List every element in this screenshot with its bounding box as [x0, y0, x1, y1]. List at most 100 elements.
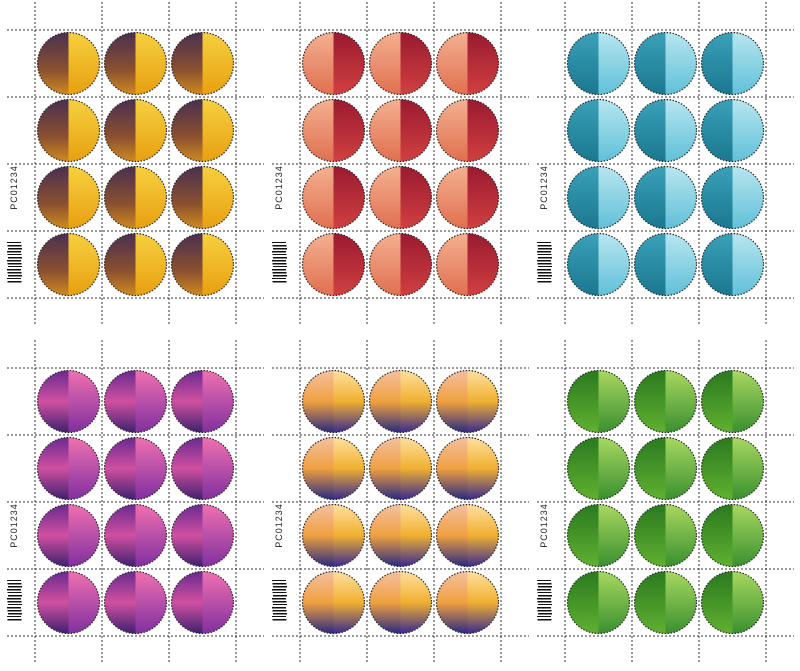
stamp-right — [665, 437, 697, 500]
stamp-right — [665, 504, 697, 567]
barcode-bar — [537, 589, 551, 591]
stamp — [103, 98, 168, 163]
barcode-bar — [7, 610, 22, 612]
stamp — [435, 165, 500, 230]
barcode-bar — [8, 595, 22, 597]
stamp-right — [202, 571, 234, 634]
barcode-bar — [272, 254, 287, 255]
stamp-left — [369, 166, 401, 229]
stamp-right — [732, 571, 764, 634]
stamp-right — [598, 571, 630, 634]
stamp-left — [369, 504, 401, 567]
stamp — [36, 165, 101, 230]
stamp-left — [171, 437, 203, 500]
stamp-left — [436, 233, 468, 296]
perforation — [301, 232, 366, 297]
stamp — [566, 98, 631, 163]
stamp — [435, 503, 500, 568]
stamp-left — [171, 571, 203, 634]
stamp — [170, 165, 235, 230]
stamp — [633, 570, 698, 635]
barcode-bar — [7, 260, 21, 262]
barcode-bar — [272, 589, 286, 591]
barcode-bar — [7, 583, 22, 585]
stamp-left — [37, 437, 69, 500]
perforation — [103, 369, 168, 434]
perforation — [700, 98, 765, 163]
stamp — [700, 165, 765, 230]
perforation — [633, 232, 698, 297]
perforation — [103, 232, 168, 297]
barcode-bar — [272, 263, 287, 265]
stamp-right — [598, 166, 630, 229]
barcode-bar — [7, 269, 21, 271]
stamp-right — [598, 504, 630, 567]
stamp-left — [104, 437, 136, 500]
stamp-right — [333, 32, 365, 95]
barcode-bar — [272, 607, 286, 609]
barcode-bar — [7, 580, 21, 581]
stamp-right — [467, 166, 499, 229]
stamp — [170, 436, 235, 501]
barcode-bar — [538, 595, 552, 597]
stamp-left — [567, 99, 599, 162]
barcode-bar — [273, 595, 287, 597]
barcode-bar — [537, 242, 551, 243]
stamp-left — [37, 233, 69, 296]
stamp-right — [68, 99, 100, 162]
stamp-left — [701, 166, 733, 229]
stamp — [700, 503, 765, 568]
perforation — [700, 232, 765, 297]
stamp-left — [701, 99, 733, 162]
stamp — [103, 31, 168, 96]
stamp-left — [436, 437, 468, 500]
stamp-right — [598, 32, 630, 95]
stamp-right — [202, 99, 234, 162]
stamp-left — [634, 233, 666, 296]
stamp-right — [665, 32, 697, 95]
stamp-right — [135, 504, 167, 567]
stamp-right — [400, 166, 432, 229]
stamp — [301, 98, 366, 163]
stamp — [103, 369, 168, 434]
stamp-right — [467, 99, 499, 162]
perforation — [36, 232, 101, 297]
perforation — [566, 503, 631, 568]
stamp-left — [171, 370, 203, 433]
perforation — [566, 31, 631, 96]
stamp — [566, 570, 631, 635]
stamp-left — [436, 370, 468, 433]
stamp-left — [171, 504, 203, 567]
stamp-right — [732, 166, 764, 229]
stamp — [435, 232, 500, 297]
barcode-bar — [537, 251, 551, 253]
stamp — [36, 503, 101, 568]
stamp-left — [567, 166, 599, 229]
stamp — [566, 31, 631, 96]
stamp-left — [302, 571, 334, 634]
barcode-bar — [538, 613, 552, 615]
stamp — [301, 369, 366, 434]
stamp-right — [467, 504, 499, 567]
perforation — [435, 31, 500, 96]
stamp-left — [369, 437, 401, 500]
stamp-right — [467, 233, 499, 296]
perforation — [435, 369, 500, 434]
stamp-right — [202, 504, 234, 567]
barcode-bar — [537, 272, 552, 274]
stamp-left — [104, 99, 136, 162]
stamp — [700, 98, 765, 163]
stamp-left — [436, 504, 468, 567]
barcode-bar — [537, 580, 551, 581]
stamp — [301, 436, 366, 501]
control-number: PC01234 — [9, 503, 19, 548]
stamp — [170, 98, 235, 163]
stamp-right — [135, 32, 167, 95]
stamp-right — [68, 504, 100, 567]
perforation — [301, 503, 366, 568]
barcode-bar — [7, 601, 22, 603]
perforation — [700, 503, 765, 568]
stamp-left — [104, 233, 136, 296]
stamp — [700, 232, 765, 297]
stamp-left — [436, 32, 468, 95]
